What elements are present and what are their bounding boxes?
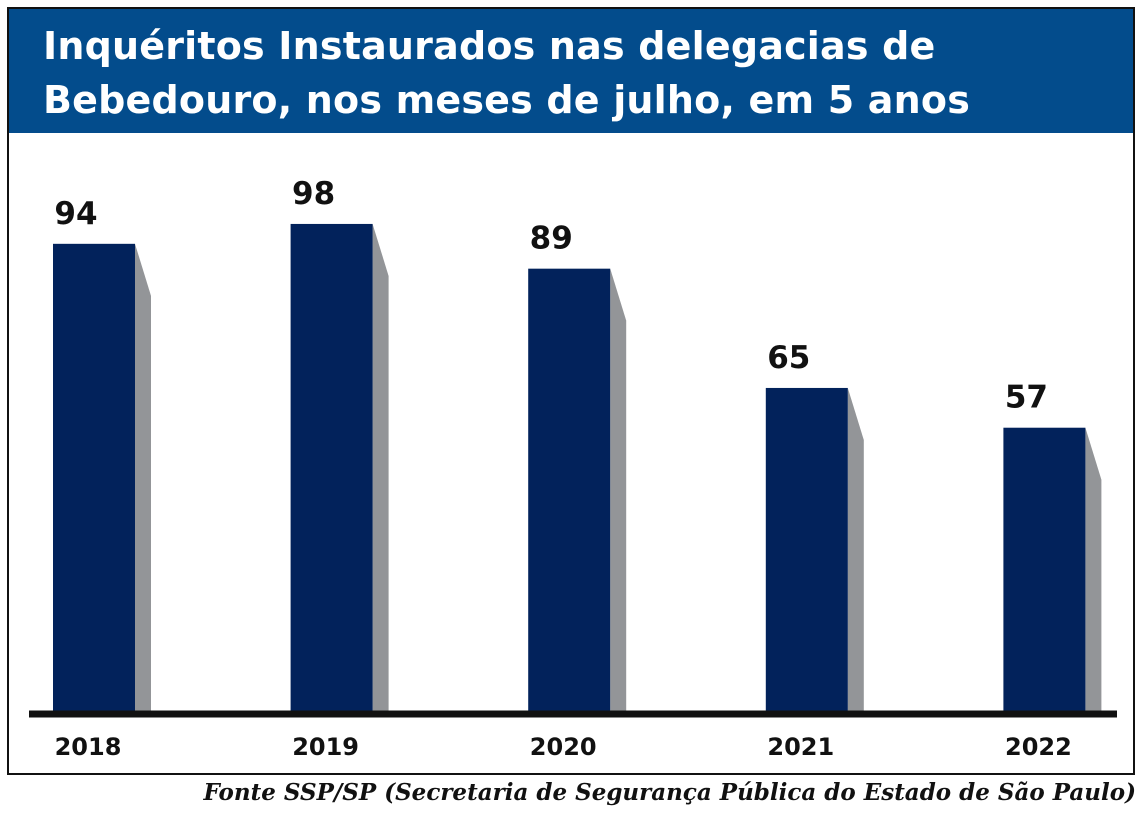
bar-shadow xyxy=(847,387,864,711)
title-bar: Inquéritos Instaurados nas delegacias de… xyxy=(9,9,1133,133)
data-label-2018: 94 xyxy=(54,196,97,232)
bar-shadow xyxy=(1085,427,1102,711)
bar-2020 xyxy=(528,268,611,711)
bar-shadow xyxy=(135,243,151,711)
x-tick-label-2021: 2021 xyxy=(767,733,834,761)
bar-shadow xyxy=(372,223,389,711)
data-label-2020: 89 xyxy=(530,221,573,257)
x-tick-label-2019: 2019 xyxy=(292,733,359,761)
data-label-2019: 98 xyxy=(292,176,335,212)
bar-2019 xyxy=(290,223,373,711)
chart-title: Inquéritos Instaurados nas delegacias de… xyxy=(43,24,971,122)
bar-2018 xyxy=(53,243,135,711)
source-note: Fonte SSP/SP (Secretaria de Segurança Pú… xyxy=(203,779,1136,806)
data-label-2022: 57 xyxy=(1005,380,1048,416)
x-tick-label-2018: 2018 xyxy=(55,733,122,761)
x-tick-label-2022: 2022 xyxy=(1005,733,1072,761)
x-tick-label-2020: 2020 xyxy=(530,733,597,761)
bars-layer xyxy=(53,223,1102,711)
bar-2022 xyxy=(1003,427,1086,711)
bar-shadow xyxy=(610,268,627,711)
labels-layer: 94 2018 98 2019 89 2020 65 2021 57 2022 xyxy=(54,176,1071,761)
bar-2021 xyxy=(765,387,848,711)
data-label-2021: 65 xyxy=(767,340,810,376)
